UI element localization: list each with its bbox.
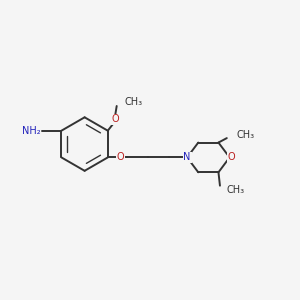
Text: CH₃: CH₃ <box>124 98 142 107</box>
Text: NH₂: NH₂ <box>22 126 40 136</box>
Text: O: O <box>116 152 124 162</box>
Text: O: O <box>112 114 120 124</box>
Text: N: N <box>183 152 191 162</box>
Text: CH₃: CH₃ <box>237 130 255 140</box>
Text: CH₃: CH₃ <box>226 185 244 195</box>
Text: O: O <box>227 152 235 162</box>
